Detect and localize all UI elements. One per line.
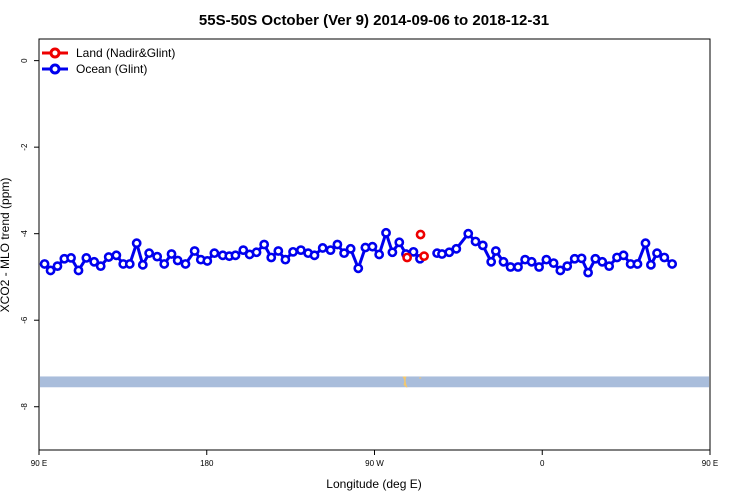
ocean-series-point [52, 261, 63, 272]
ocean-series-point [541, 254, 552, 265]
ocean-series-point [273, 246, 284, 256]
ocean-series-point [652, 248, 662, 259]
y-tick-label: 0 [20, 58, 29, 63]
ocean-series-point [646, 259, 656, 270]
ocean-series-point [618, 250, 629, 261]
ocean-series-point [280, 254, 291, 265]
ocean-series-point [309, 250, 320, 261]
ocean-series-point [39, 259, 50, 269]
ocean-series-point [95, 261, 106, 272]
ocean-series-point [288, 246, 298, 257]
ocean-series-point [202, 256, 213, 266]
ocean-series-point [230, 250, 241, 261]
legend: Land (Nadir&Glint) Ocean (Glint) [42, 46, 175, 76]
ocean-series-point [209, 248, 220, 259]
ocean-series-point [152, 251, 163, 262]
ocean-series-point [73, 265, 84, 276]
ocean-series-point [325, 245, 336, 256]
ocean-series-point [266, 252, 277, 263]
ocean-series-point [498, 256, 509, 267]
ocean-series-point [444, 247, 455, 258]
ocean-series-point [490, 246, 501, 256]
land-band-strip [40, 376, 709, 388]
legend-ocean-marker [49, 63, 61, 75]
x-axis-label: Longitude (deg E) [326, 477, 421, 491]
ocean-series-point [189, 246, 200, 256]
ocean-series-point [463, 228, 474, 239]
ocean-series-point [597, 256, 608, 267]
y-tick-label: -4 [20, 230, 29, 238]
ocean-series-point [604, 261, 615, 272]
land-series-point [415, 229, 426, 240]
ocean-series-point [172, 255, 183, 266]
ocean-series-point [131, 238, 142, 249]
ocean-series-point [451, 243, 462, 254]
ocean-series-point [251, 247, 262, 258]
ocean-series-point [345, 243, 356, 254]
x-axis: 90 E 180 90 W 0 90 E [31, 450, 718, 468]
ocean-series-point [505, 262, 516, 272]
y-tick-label: -2 [20, 143, 29, 151]
ocean-series-point [111, 250, 122, 261]
ocean-series-point [486, 256, 497, 267]
ocean-series-point [381, 227, 391, 238]
land-band-spot [402, 376, 408, 388]
chart-title: 55S-50S October (Ver 9) 2014-09-06 to 20… [199, 12, 549, 29]
ocean-series-point [562, 261, 573, 272]
y-tick-label: -8 [20, 403, 29, 411]
ocean-series-point [534, 262, 544, 272]
ocean-series-point [124, 259, 135, 269]
ocean-series-point [526, 256, 537, 267]
ocean-series-point [555, 265, 566, 276]
ocean-series-point [374, 249, 385, 260]
ocean-series-point [180, 259, 191, 269]
y-tick-label: -6 [20, 316, 29, 324]
x-tick-label: 90 E [702, 459, 718, 468]
ocean-series-point [667, 259, 678, 269]
ocean-series-point [477, 240, 488, 251]
ocean-series-point [332, 239, 343, 250]
legend-land-label: Land (Nadir&Glint) [76, 46, 175, 60]
land-band-spot [419, 377, 422, 379]
ocean-series-point [66, 253, 76, 263]
ocean-series-point [387, 247, 398, 258]
ocean-series-point [81, 253, 92, 263]
ocean-series-point [576, 253, 587, 264]
ocean-series-point [89, 256, 100, 267]
ocean-series-point [394, 237, 405, 248]
ocean-series-point [166, 249, 177, 259]
ocean-series-point [159, 259, 170, 269]
series-layer [39, 227, 678, 278]
ocean-series-point [470, 236, 481, 247]
ocean-series-point [259, 239, 270, 250]
ocean-series-point [640, 238, 651, 249]
y-axis: 0 -2 -4 -6 -8 [20, 58, 39, 410]
ocean-series-point [583, 267, 594, 278]
ocean-series-point [317, 243, 328, 253]
ocean-series-point [137, 259, 148, 270]
land-series-point [402, 252, 413, 263]
x-tick-label: 180 [200, 459, 214, 468]
ocean-series-point [45, 265, 56, 276]
legend-ocean-label: Ocean (Glint) [76, 62, 147, 76]
land-coverage-band [40, 376, 709, 388]
y-axis-label: XCO2 - MLO trend (ppm) [0, 178, 12, 313]
ocean-series-point [408, 246, 419, 257]
ocean-series-point [353, 263, 364, 274]
legend-land-marker [49, 47, 61, 59]
land-series-point [419, 251, 429, 262]
ocean-series-point [103, 252, 114, 262]
ocean-series-point [659, 252, 670, 263]
ocean-series-point [367, 241, 378, 252]
ocean-series-point [548, 258, 559, 269]
x-tick-label: 0 [540, 459, 545, 468]
ocean-series-point [513, 262, 523, 272]
ocean-series-point [144, 248, 155, 259]
ocean-series-point [632, 259, 643, 269]
x-tick-label: 90 E [31, 459, 47, 468]
ocean-series-point [238, 245, 249, 256]
ocean-series-point [339, 248, 350, 259]
x-tick-label: 90 W [365, 459, 384, 468]
